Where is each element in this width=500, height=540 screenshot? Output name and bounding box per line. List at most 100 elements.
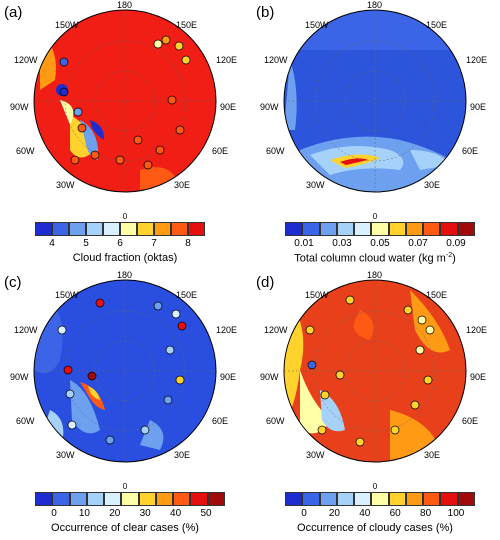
grid [284,280,466,462]
lon-label: 150W [305,20,329,30]
colorbar-segment [336,222,355,236]
panel-b: (b) 180 150W 150E 120W 120E 90W 90E 60W … [250,0,500,270]
colorbar-segment [120,222,137,236]
lon-label: 30W [306,450,325,460]
colorbar-segment [69,222,86,236]
lon-label: 30E [424,180,441,190]
lon-label: 30W [306,180,325,190]
lon-label: 60E [212,416,229,426]
colorbar-segment [423,492,441,506]
colorbar-tick-label: 20 [328,508,340,519]
colorbar-ticks: 0 10 20 30 40 50 [35,508,225,520]
panel-d: (d) 180 150W 150E 120W 120E 90W 90E 60W … [250,270,500,540]
colorbar-title: Total column cloud water (kg m-2) [294,252,456,265]
colorbar-segment [86,492,105,506]
lon-label: 30E [424,450,441,460]
colorbar-segment [440,492,458,506]
lon-label: 120W [14,325,38,335]
lon-label: 60E [212,146,229,156]
colorbar-tick-label: 20 [109,508,121,519]
lon-label: 60W [266,416,285,426]
lon-label: 120W [264,325,288,335]
colorbar-segment [171,222,188,236]
panel-label: (c) [4,274,22,291]
colorbar-segment [155,492,174,506]
colorbar-segment [35,492,53,506]
colorbar-segment [354,492,372,506]
lon-label: 30W [56,180,75,190]
lon-label: 150E [426,20,448,30]
colorbar-segment [35,222,52,236]
colorbar-ticks: 0.01 0.03 0.05 0.07 0.09 [285,238,475,250]
lon-label: 180 [367,270,383,280]
colorbar-tick-label: 0.09 [446,238,466,249]
lon-label: 90W [10,102,29,112]
lon-label: 180 [117,0,133,10]
colorbar-tick-label: 7 [151,238,157,249]
colorbar-segment [336,492,355,506]
lon-label: 120E [216,325,238,335]
colorbar [35,222,205,236]
colorbar-segment [457,222,475,236]
colorbar-title: Occurrence of cloudy cases (%) [297,522,453,534]
colorbar-segment [440,222,458,236]
lon-label: 60E [462,416,479,426]
lon-label: 120W [14,55,38,65]
colorbar-tick-label: 60 [389,508,401,519]
colorbar-segment [104,492,122,506]
map-d [283,279,467,463]
colorbar-tick-label: 4 [49,238,55,249]
colorbar-segment [405,492,424,506]
panel-c: (c) 180 150W 150E 120W 120E 90W 90E 60W … [0,270,250,540]
colorbar-segment [319,222,337,236]
colorbar-segment [285,492,303,506]
station-markers [305,295,435,447]
lon-label: 0 [122,482,128,491]
lon-label: 30W [56,450,75,460]
lon-label: 150W [55,290,79,300]
colorbar-segment [154,222,171,236]
colorbar-tick-label: 0 [301,508,307,519]
colorbar [285,222,475,236]
station-markers [59,35,191,170]
colorbar [285,492,475,506]
grid [284,10,466,192]
colorbar-segment [52,222,69,236]
lon-label: 90E [220,372,237,382]
colorbar-segment [190,492,208,506]
colorbar-tick-label: 50 [200,508,212,519]
colorbar-title: Cloud fraction (oktas) [72,252,178,264]
lon-label: 0 [122,212,128,221]
map-b [283,9,467,193]
lon-label: 150E [176,20,198,30]
colorbar-segment [173,492,191,506]
lon-label: 0 [372,482,378,491]
colorbar-segment [457,492,475,506]
colorbar-tick-label: 5 [83,238,89,249]
panel-label: (a) [4,4,23,21]
lon-label: 90E [470,102,487,112]
colorbar-segment [52,492,70,506]
lon-label: 90W [10,372,29,382]
colorbar-segment [86,222,103,236]
colorbar-segment [302,222,320,236]
lon-label: 150W [305,290,329,300]
colorbar-segment [371,492,389,506]
colorbar-segment [371,222,389,236]
lon-label: 90W [260,372,279,382]
colorbar-segment [103,222,120,236]
lon-label: 180 [367,0,383,10]
colorbar-segment [423,222,441,236]
colorbar-segment [319,492,337,506]
lon-label: 150W [55,20,79,30]
colorbar-tick-label: 0.01 [294,238,314,249]
grid [34,10,216,192]
colorbar-tick-label: 0.05 [370,238,390,249]
colorbar-segment [69,492,87,506]
colorbar-title: Occurrence of clear cases (%) [51,522,199,534]
lon-label: 90E [470,372,487,382]
lon-label: 60W [16,146,35,156]
colorbar-segment [388,492,406,506]
colorbar-segment [188,222,205,236]
lon-label: 60E [462,146,479,156]
